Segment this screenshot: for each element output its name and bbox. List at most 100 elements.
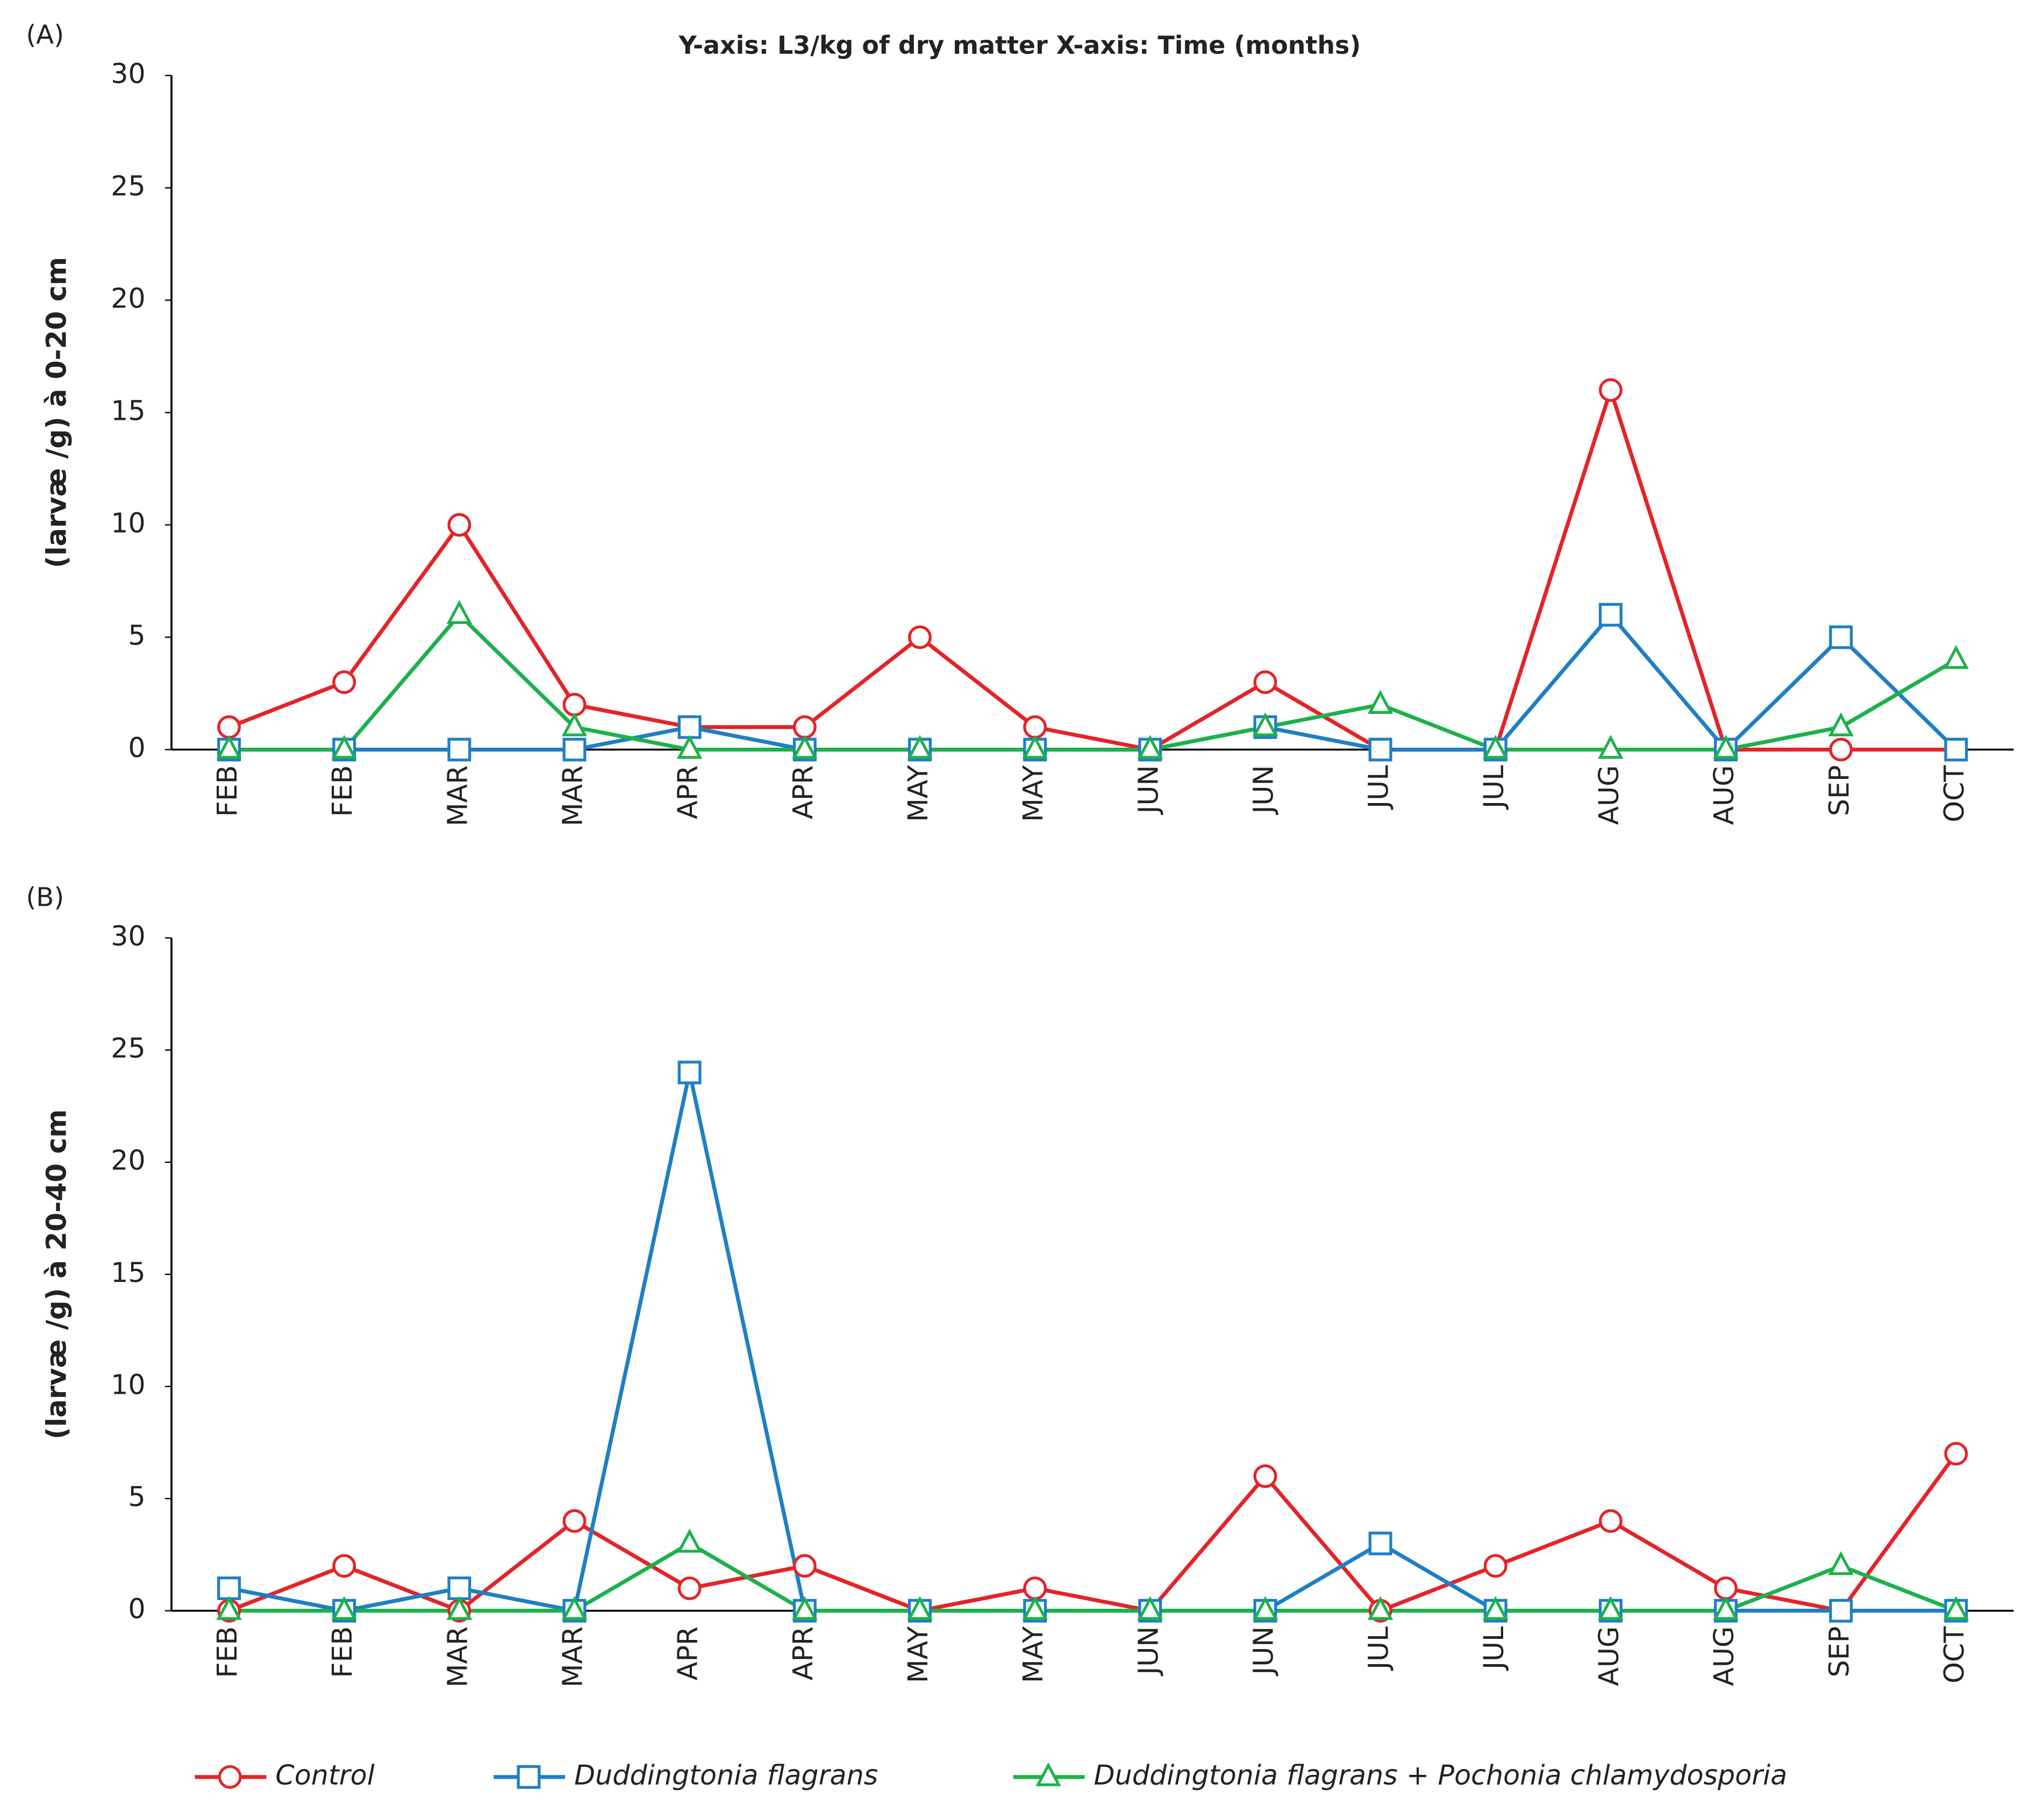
line (228, 1452, 1958, 1613)
marker (908, 625, 932, 649)
chart-title: Y-axis: L3/kg of dry matter X-axis: Time… (678, 31, 1361, 60)
y-tick-label: 5 (128, 1481, 145, 1513)
marker (1944, 1442, 1968, 1466)
marker (1252, 712, 1278, 736)
marker (1137, 1596, 1163, 1620)
marker (1253, 1464, 1277, 1488)
marker (216, 735, 242, 759)
x-tick-label: JUN (1132, 1626, 1164, 1676)
x-tick-label: MAY (1017, 765, 1049, 822)
y-tick-label: 0 (128, 732, 145, 764)
marker (677, 715, 702, 739)
y-tick-label: 25 (111, 170, 146, 202)
marker (907, 1596, 933, 1620)
x-tick-label: JUL (1363, 765, 1395, 810)
marker (1598, 1509, 1623, 1533)
x-tick-label: JUN (1247, 1626, 1279, 1676)
x-tick-label: SEP (1823, 1626, 1855, 1678)
marker (218, 1765, 242, 1789)
marker (1829, 625, 1853, 649)
x-tick-label: SEP (1823, 765, 1855, 816)
marker (792, 715, 817, 739)
marker (1137, 735, 1163, 759)
marker (217, 1576, 241, 1600)
marker (517, 1765, 541, 1789)
marker (1252, 1596, 1278, 1620)
y-tick-label: 15 (111, 395, 146, 426)
x-tick-label: OCT (1938, 1626, 1970, 1683)
marker (676, 1529, 703, 1553)
line (229, 612, 1957, 753)
marker (217, 715, 241, 739)
marker (216, 1596, 242, 1620)
marker (1828, 1551, 1854, 1575)
marker (1483, 735, 1509, 759)
x-tick-label: MAR (557, 765, 589, 827)
legend-label: Duddingtonia flagrans + Pochonia chlamyd… (1094, 1759, 1788, 1791)
marker (1022, 1596, 1048, 1620)
x-tick-label: APR (672, 765, 704, 820)
x-tick-label: JUL (1478, 765, 1510, 810)
y-tick-label: 0 (128, 1593, 145, 1625)
x-tick-label: FEB (211, 1626, 243, 1678)
x-tick-label: AUG (1708, 1626, 1740, 1686)
marker (792, 735, 818, 759)
marker (1367, 1596, 1393, 1620)
marker (1944, 737, 1968, 762)
marker (1943, 1596, 1969, 1620)
marker (562, 692, 587, 716)
marker (1483, 1554, 1507, 1578)
line (228, 1072, 1956, 1613)
y-tick-label: 20 (111, 282, 146, 314)
x-tick-label: FEB (326, 765, 358, 817)
marker (1829, 1599, 1853, 1623)
marker (1713, 735, 1739, 759)
marker (1943, 644, 1969, 669)
line (228, 383, 1956, 752)
marker (1023, 1576, 1047, 1600)
x-tick-label: JUL (1478, 1626, 1510, 1671)
x-tick-label: MAY (902, 1626, 934, 1683)
marker (1714, 1576, 1738, 1600)
x-tick-label: AUG (1593, 1626, 1625, 1686)
marker (561, 1596, 588, 1620)
marker (1483, 1596, 1509, 1620)
marker (331, 1596, 357, 1620)
marker (447, 737, 471, 762)
marker (1598, 1596, 1624, 1620)
marker (1368, 737, 1392, 762)
marker (677, 1576, 702, 1600)
y-tick-label: 25 (111, 1033, 146, 1064)
marker (792, 1596, 818, 1620)
x-tick-label: MAR (557, 1626, 589, 1688)
marker (561, 712, 588, 736)
x-tick-label: APR (672, 1626, 704, 1681)
legend-label: Control (275, 1759, 375, 1791)
x-tick-label: MAY (902, 765, 934, 822)
marker (1598, 603, 1623, 627)
marker (446, 1596, 473, 1620)
x-tick-label: APR (787, 1626, 819, 1681)
panel-label: (A) (26, 20, 64, 50)
marker (447, 513, 471, 537)
marker (677, 1061, 702, 1085)
x-tick-label: FEB (326, 1626, 358, 1678)
marker (1035, 1762, 1061, 1787)
y-tick-label: 30 (111, 920, 146, 952)
x-tick-label: AUG (1593, 765, 1625, 825)
marker (792, 1554, 817, 1578)
x-tick-label: OCT (1938, 765, 1970, 822)
line (229, 1541, 1957, 1613)
marker (907, 735, 933, 759)
marker (1598, 378, 1623, 402)
x-tick-label: MAY (1017, 1626, 1049, 1683)
y-tick-label: 20 (111, 1144, 146, 1176)
panel-label: (B) (26, 882, 64, 912)
marker (447, 1576, 471, 1600)
marker (332, 670, 356, 694)
y-tick-label: 30 (111, 58, 146, 89)
marker (562, 1509, 587, 1533)
marker (1022, 735, 1048, 759)
